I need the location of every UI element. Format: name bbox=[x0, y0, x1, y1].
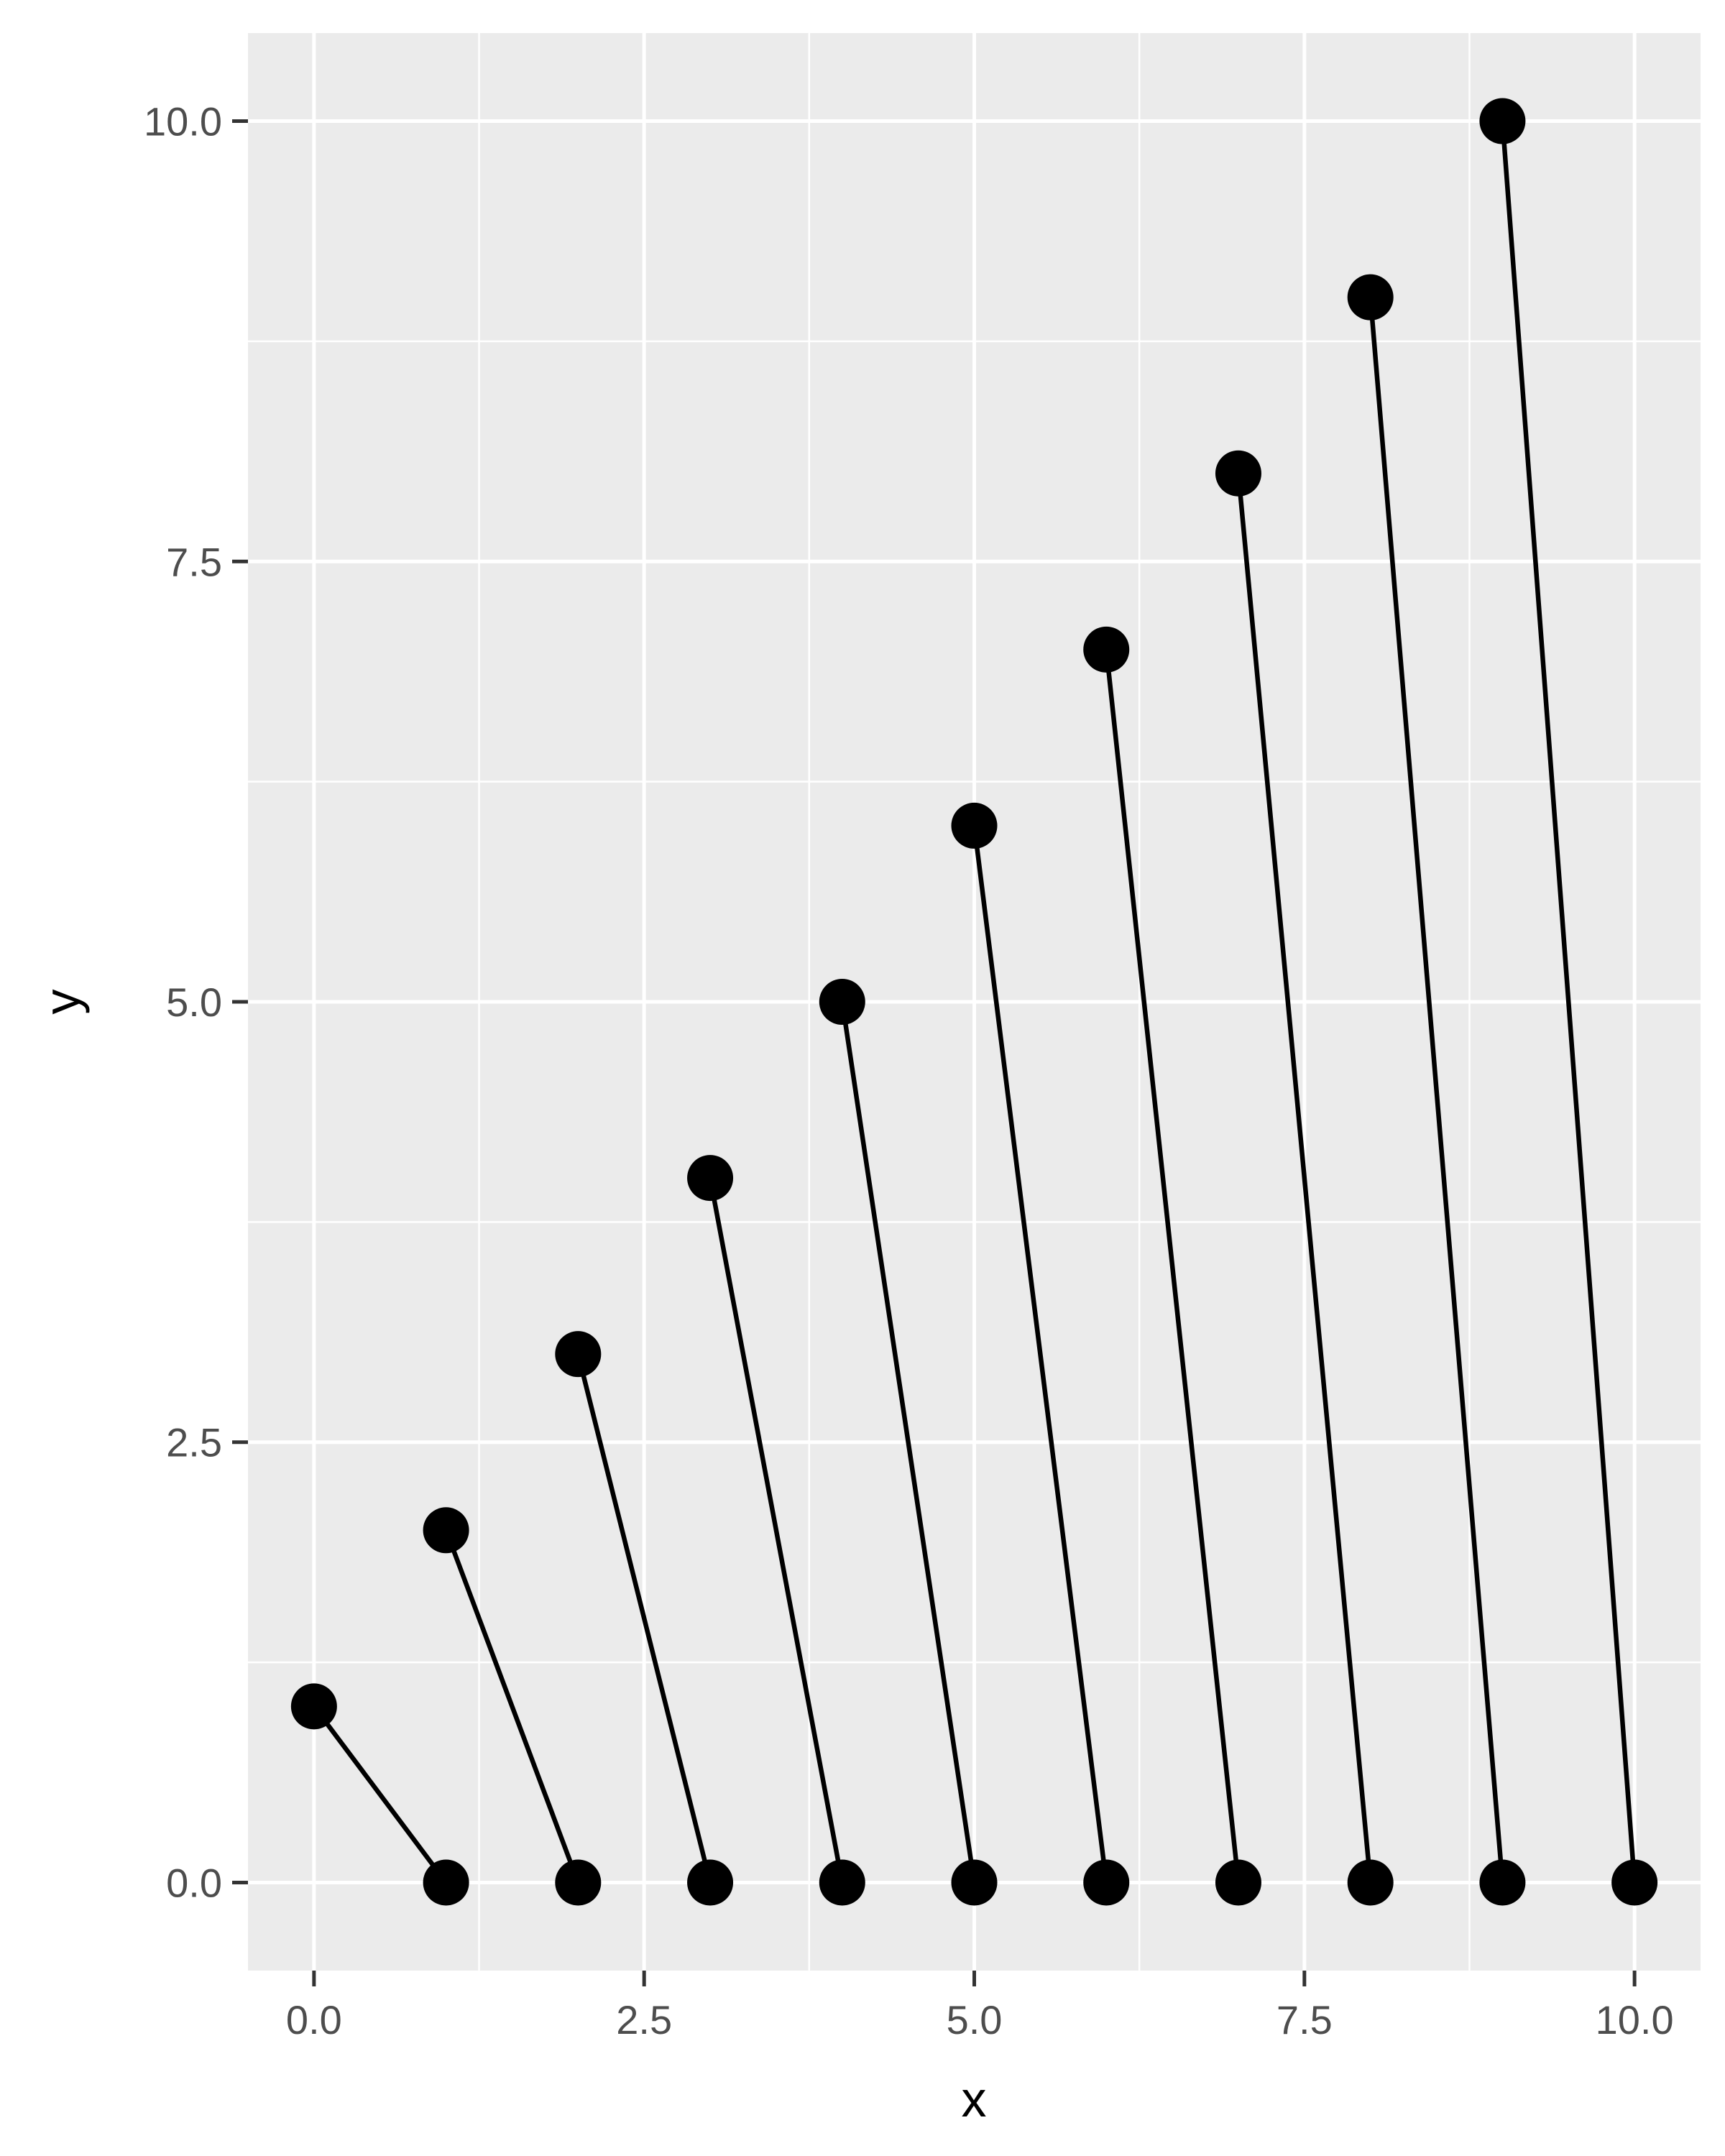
data-point bbox=[1347, 274, 1394, 321]
x-tick-label: 5.0 bbox=[947, 1997, 1003, 2042]
segment bbox=[840, 1001, 977, 1883]
data-point bbox=[1611, 1859, 1658, 1906]
y-tick-label: 10.0 bbox=[144, 99, 222, 144]
points-layer bbox=[290, 98, 1658, 1906]
data-point bbox=[819, 1859, 865, 1906]
data-point bbox=[687, 1155, 734, 1202]
x-tick-label: 0.0 bbox=[286, 1997, 342, 2042]
data-point bbox=[1083, 626, 1130, 673]
grid-major bbox=[248, 33, 1701, 1971]
segments-layer bbox=[312, 121, 1637, 1884]
y-tick-label: 7.5 bbox=[166, 539, 222, 584]
x-axis: 0.0 2.5 5.0 7.5 10.0 bbox=[286, 1971, 1674, 2042]
segment bbox=[443, 1529, 581, 1884]
y-tick-label: 0.0 bbox=[166, 1860, 222, 1905]
segment bbox=[707, 1177, 845, 1884]
segment bbox=[1236, 473, 1373, 1883]
data-point bbox=[1215, 1859, 1261, 1906]
data-point bbox=[819, 979, 865, 1025]
data-point bbox=[1347, 1859, 1394, 1906]
data-point bbox=[423, 1859, 469, 1906]
data-point bbox=[1479, 98, 1526, 144]
x-tick-label: 7.5 bbox=[1276, 1997, 1333, 2042]
data-point bbox=[951, 802, 998, 849]
segment bbox=[576, 1353, 713, 1884]
data-point bbox=[1083, 1859, 1130, 1906]
y-axis: 0.0 2.5 5.0 7.5 10.0 bbox=[144, 99, 248, 1905]
segment bbox=[1500, 121, 1637, 1883]
data-point bbox=[555, 1331, 602, 1378]
y-tick-label: 2.5 bbox=[166, 1420, 222, 1465]
segment bbox=[1368, 297, 1505, 1883]
data-point bbox=[290, 1683, 337, 1730]
segment bbox=[972, 825, 1109, 1883]
data-point bbox=[423, 1507, 469, 1554]
x-axis-title: x bbox=[962, 2071, 987, 2127]
data-point bbox=[1215, 450, 1261, 497]
segment bbox=[1103, 649, 1241, 1883]
data-point bbox=[1479, 1859, 1526, 1906]
y-axis-title: y bbox=[34, 990, 90, 1015]
segment bbox=[312, 1705, 448, 1884]
data-point bbox=[687, 1859, 734, 1906]
x-tick-label: 2.5 bbox=[616, 1997, 672, 2042]
data-point bbox=[555, 1859, 602, 1906]
data-point bbox=[951, 1859, 998, 1906]
x-tick-label: 10.0 bbox=[1596, 1997, 1674, 2042]
y-tick-label: 5.0 bbox=[166, 980, 222, 1025]
